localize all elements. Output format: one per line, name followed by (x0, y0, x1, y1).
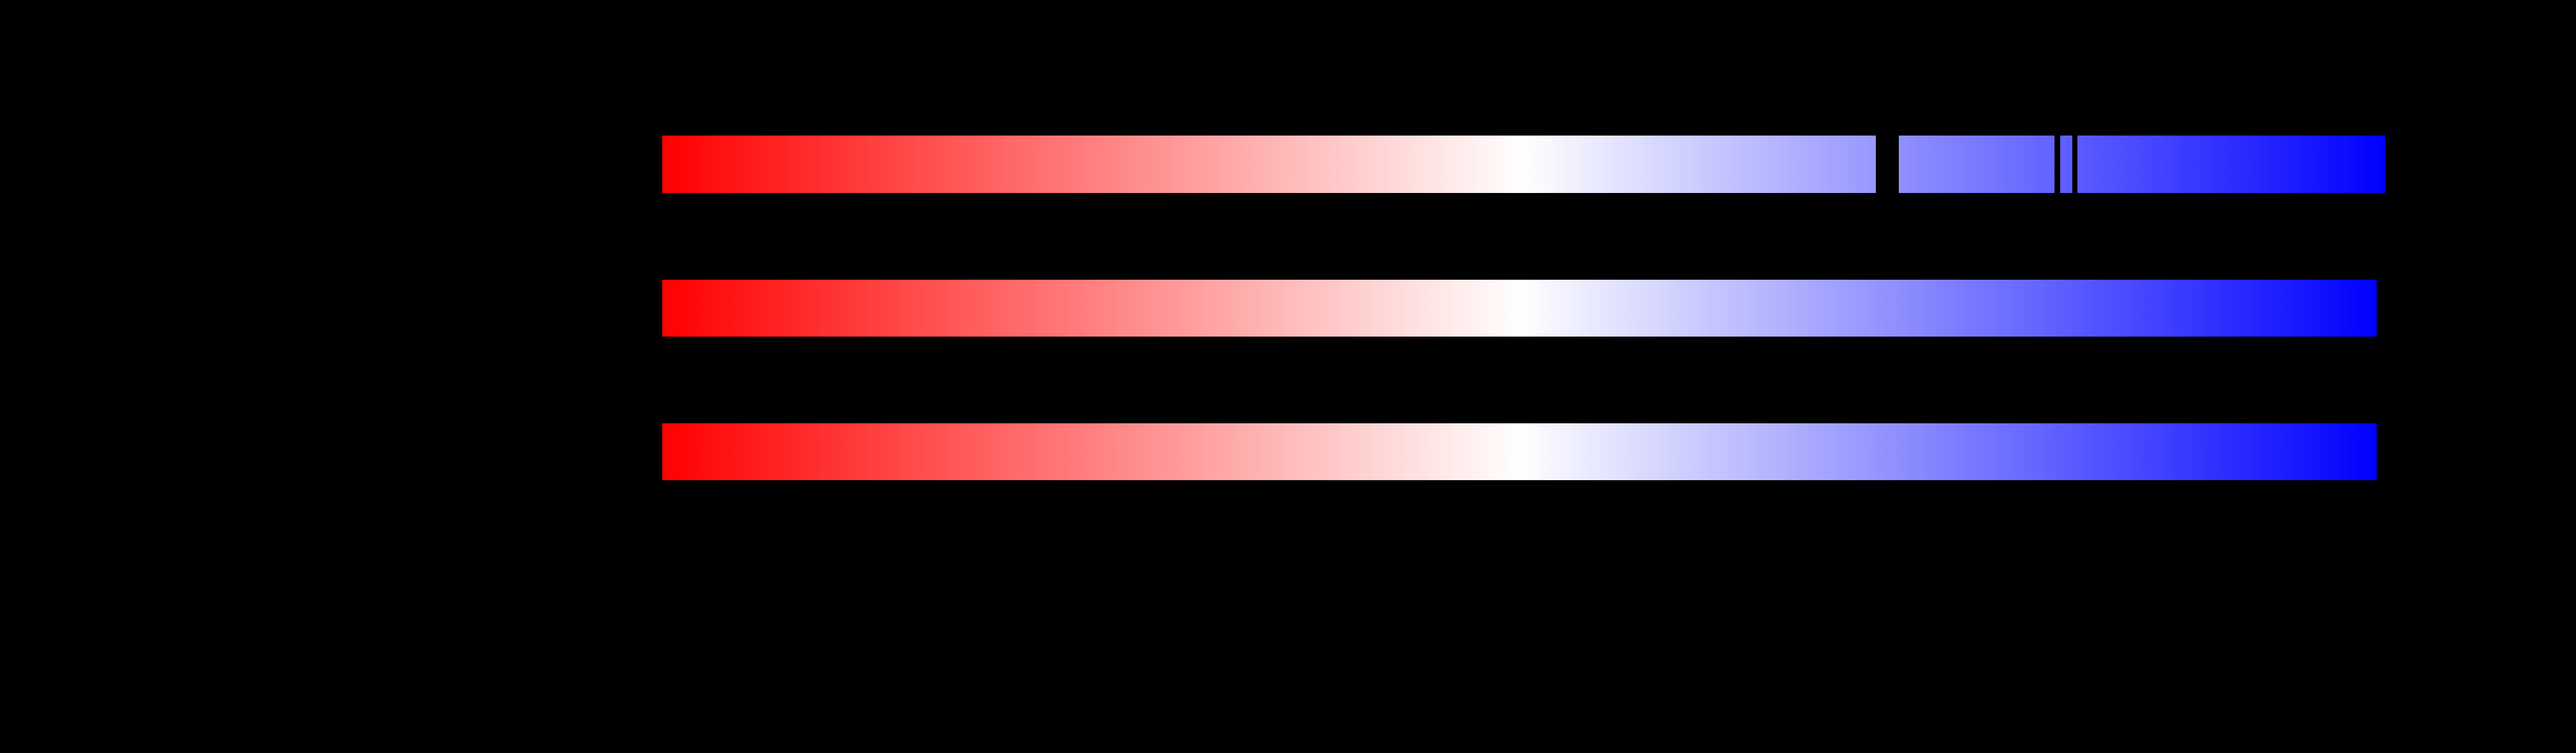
gradient-bar-2 (662, 280, 2377, 337)
tick-marker (1876, 136, 1899, 193)
tick-marker (2054, 136, 2060, 193)
gradient-bar-1 (662, 136, 2385, 193)
gradient-bar-3 (662, 423, 2377, 480)
tick-marker (2072, 136, 2077, 193)
